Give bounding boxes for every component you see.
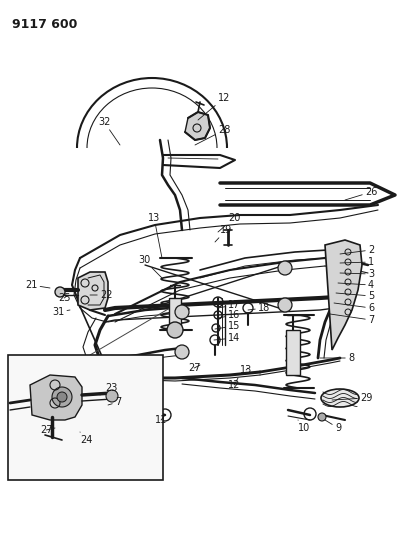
Text: 25: 25	[58, 293, 71, 303]
Text: 4: 4	[338, 280, 374, 290]
Circle shape	[57, 392, 67, 402]
Circle shape	[278, 298, 292, 312]
Text: 23: 23	[100, 383, 118, 395]
Text: 15: 15	[215, 321, 240, 331]
Text: 19: 19	[215, 225, 232, 242]
Ellipse shape	[321, 389, 359, 407]
Text: 10: 10	[298, 420, 310, 433]
Polygon shape	[30, 375, 82, 420]
Text: 7: 7	[108, 397, 121, 407]
Text: 9117 600: 9117 600	[12, 18, 77, 31]
Text: 26: 26	[345, 187, 377, 200]
Text: 13: 13	[240, 365, 252, 375]
Text: 1: 1	[340, 257, 374, 267]
Text: 27: 27	[40, 425, 55, 435]
Text: 27: 27	[188, 363, 201, 373]
Text: 28: 28	[195, 125, 231, 145]
Circle shape	[175, 345, 189, 359]
Text: 16: 16	[218, 310, 240, 320]
Text: 6: 6	[334, 303, 374, 313]
Text: 11: 11	[155, 415, 167, 425]
Circle shape	[278, 261, 292, 275]
Text: 12: 12	[198, 93, 231, 120]
Text: 17: 17	[218, 300, 240, 310]
Circle shape	[175, 305, 189, 319]
Text: 22: 22	[90, 290, 113, 300]
Text: 18: 18	[248, 303, 270, 313]
Text: 2: 2	[340, 245, 374, 255]
FancyBboxPatch shape	[286, 330, 300, 375]
Text: 5: 5	[336, 291, 374, 301]
Circle shape	[106, 390, 118, 402]
Circle shape	[167, 322, 183, 338]
Polygon shape	[185, 112, 210, 140]
Bar	[8, 355, 163, 480]
Text: 3: 3	[340, 269, 374, 279]
FancyBboxPatch shape	[169, 298, 181, 330]
Text: 31: 31	[52, 307, 70, 317]
Text: 13: 13	[148, 213, 162, 258]
Polygon shape	[78, 272, 108, 310]
Polygon shape	[325, 240, 362, 350]
Text: 32: 32	[98, 117, 120, 145]
Text: 12: 12	[228, 378, 240, 390]
Text: 20: 20	[218, 213, 240, 232]
Text: 8: 8	[320, 353, 354, 363]
Text: 29: 29	[332, 393, 372, 403]
Text: 21: 21	[25, 280, 50, 290]
Circle shape	[52, 387, 72, 407]
Text: 9: 9	[325, 420, 341, 433]
Text: 30: 30	[138, 255, 162, 278]
Text: 7: 7	[330, 314, 374, 325]
Circle shape	[318, 413, 326, 421]
Circle shape	[55, 287, 65, 297]
Text: 14: 14	[214, 333, 240, 343]
Text: 24: 24	[80, 432, 92, 445]
